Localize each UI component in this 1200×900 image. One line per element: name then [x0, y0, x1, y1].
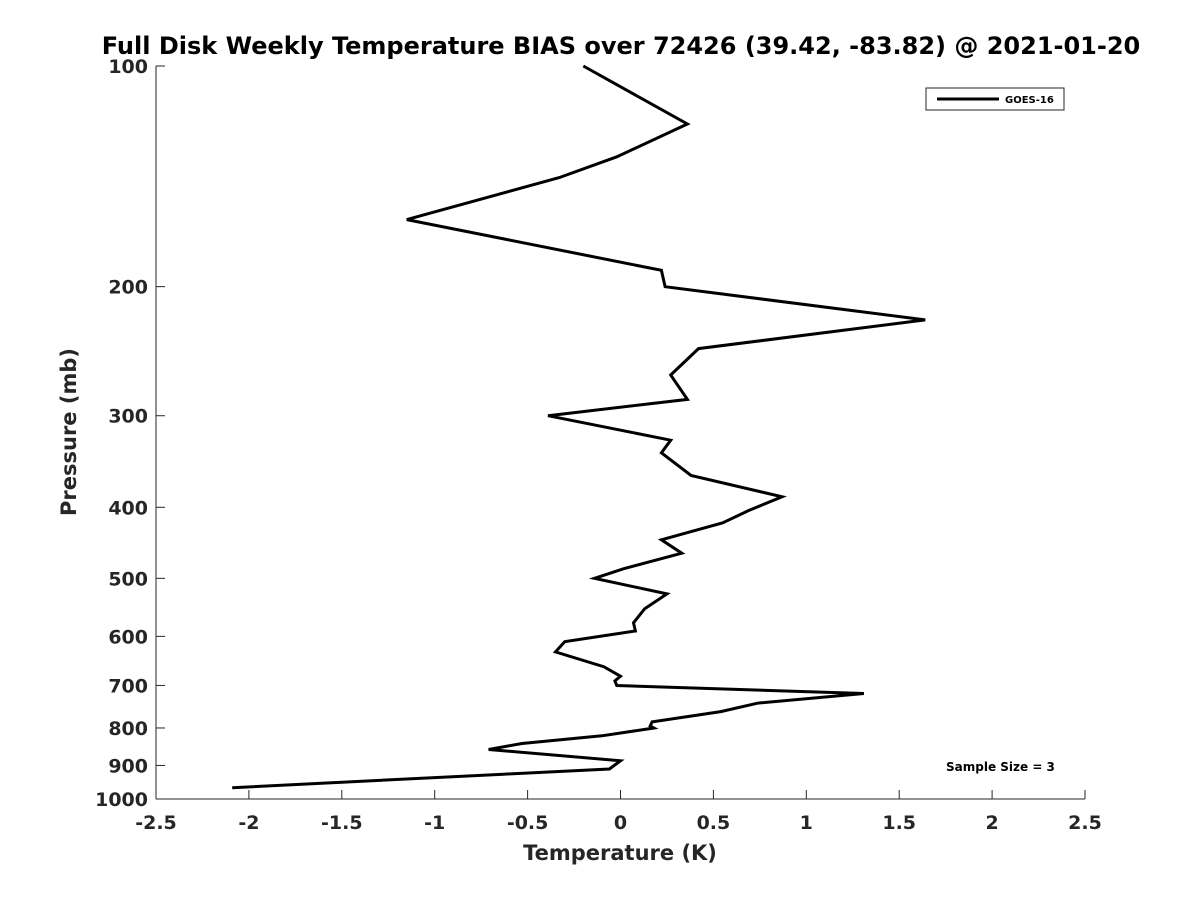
x-tick-label: 1 — [800, 812, 813, 834]
y-axis-label: Pressure (mb) — [57, 348, 81, 516]
x-tick-label: 0.5 — [697, 812, 731, 834]
y-ticks: 100 200 300 400 500 600 700 800 900 1000 — [95, 56, 165, 811]
y-tick-label: 900 — [108, 755, 148, 777]
x-tick-label: -1 — [424, 812, 445, 834]
x-tick-label: 0 — [614, 812, 627, 834]
y-tick-label: 400 — [108, 497, 148, 519]
legend-label-goes-16: GOES-16 — [1005, 95, 1054, 106]
x-ticks: -2.5 -2 -1.5 -1 -0.5 0 0.5 1 1.5 2 2.5 — [135, 790, 1102, 834]
x-tick-label: -2 — [238, 812, 259, 834]
plot-area — [156, 66, 1085, 799]
legend: GOES-16 — [925, 87, 1065, 111]
x-tick-label: 2.5 — [1068, 812, 1102, 834]
y-tick-label: 100 — [108, 56, 148, 78]
y-tick-label: 800 — [108, 718, 148, 740]
y-tick-label: 300 — [108, 406, 148, 428]
x-tick-label: -1.5 — [321, 812, 363, 834]
y-tick-label: 200 — [108, 277, 148, 299]
y-tick-label: 700 — [108, 675, 148, 697]
y-tick-label: 600 — [108, 626, 148, 648]
y-tick-label: 500 — [108, 568, 148, 590]
x-tick-label: -2.5 — [135, 812, 177, 834]
series-layer — [232, 64, 926, 790]
x-tick-label: 2 — [985, 812, 998, 834]
x-tick-label: 1.5 — [882, 812, 916, 834]
y-tick-label: 1000 — [95, 789, 148, 811]
x-tick-label: -0.5 — [507, 812, 549, 834]
series-line-goes-16 — [232, 64, 926, 790]
chart-title: Full Disk Weekly Temperature BIAS over 7… — [102, 32, 1141, 60]
sample-size-annotation: Sample Size = 3 — [946, 760, 1055, 774]
x-axis-label: Temperature (K) — [523, 841, 717, 865]
